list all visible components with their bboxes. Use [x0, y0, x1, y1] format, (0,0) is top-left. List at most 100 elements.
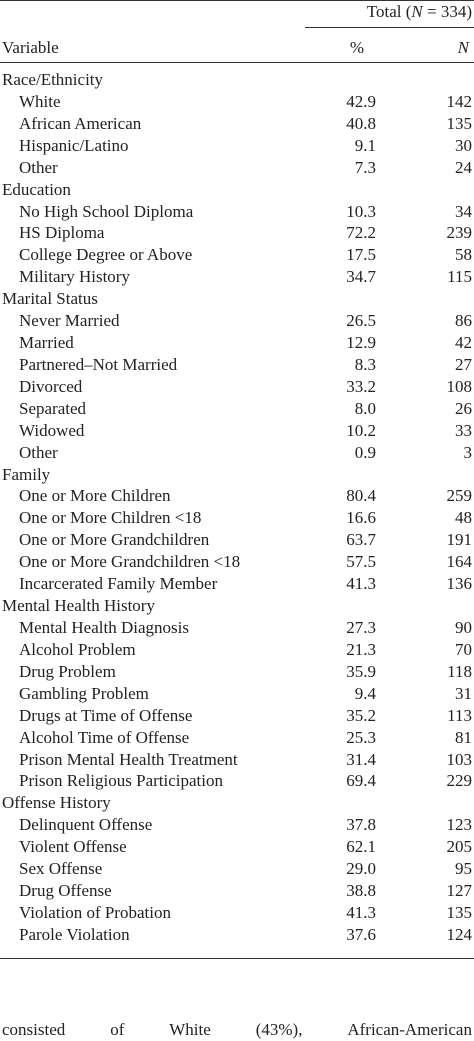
row-count: 86	[455, 311, 472, 331]
row-label: Never Married	[19, 311, 120, 331]
row-percent: 21.3	[346, 639, 376, 659]
row-label: HS Diploma	[19, 223, 105, 243]
row-count: 90	[455, 618, 472, 637]
row-label: One or More Grandchildren	[19, 530, 210, 550]
row-percent: 10.3	[346, 201, 376, 221]
row-count: 239	[446, 223, 473, 243]
row-label: Delinquent Offense	[19, 815, 153, 835]
row-label: Partnered–Not Married	[19, 354, 178, 374]
row-label: Incarcerated Family Member	[19, 574, 218, 594]
row-percent: 80.4	[346, 486, 376, 506]
row-percent: 9.1	[354, 135, 376, 155]
row-count: 70	[455, 639, 472, 659]
row-label: Drug Problem	[19, 661, 116, 681]
row-percent: 12.9	[346, 333, 376, 353]
row-percent: 37.8	[346, 815, 376, 835]
row-percent: 29.0	[346, 859, 376, 879]
group-label: Race/Ethnicity	[2, 70, 104, 89]
row-label: Violation of Probation	[19, 902, 171, 922]
row-count: 27	[455, 354, 472, 374]
row-percent: 41.3	[346, 902, 376, 922]
row-label: Widowed	[19, 420, 85, 440]
row-percent: 17.5	[346, 245, 376, 265]
n-header: N	[457, 38, 469, 57]
row-label: Divorced	[19, 376, 83, 396]
row-count: 42	[455, 333, 472, 353]
row-count: 164	[446, 552, 473, 572]
row-count: 124	[446, 924, 473, 944]
row-label: Hispanic/Latino	[19, 135, 129, 155]
word: White	[169, 1020, 211, 1039]
word: (43%),	[255, 1020, 303, 1039]
row-label: Gambling Problem	[19, 683, 149, 703]
row-label: No High School Diploma	[19, 201, 194, 221]
row-label: Alcohol Problem	[19, 639, 136, 659]
row-count: 135	[446, 902, 473, 922]
bottom-rule	[0, 958, 474, 959]
row-label: Alcohol Time of Offense	[19, 727, 190, 747]
row-count: 103	[446, 749, 473, 769]
row-percent: 72.2	[346, 223, 376, 243]
row-count: 95	[455, 859, 472, 879]
row-count: 127	[446, 881, 473, 901]
row-count: 135	[446, 113, 473, 133]
total-n: N	[411, 2, 423, 21]
row-percent: 41.3	[346, 574, 376, 594]
row-count: 34	[455, 201, 472, 221]
row-percent: 8.0	[354, 398, 376, 418]
row-label: One or More Children	[19, 486, 171, 506]
total-header: Total (N = 334)	[367, 1, 472, 23]
row-count: 118	[447, 661, 472, 681]
row-percent: 42.9	[346, 91, 376, 111]
row-percent: 37.6	[346, 924, 376, 944]
row-count: 81	[455, 727, 472, 747]
row-label: Other	[19, 157, 58, 177]
group-label: Marital Status	[2, 289, 98, 309]
header-rule	[305, 27, 474, 28]
row-percent: 0.9	[354, 442, 376, 462]
row-percent: 34.7	[346, 267, 376, 287]
row-label: Violent Offense	[19, 837, 127, 857]
row-percent: 10.2	[346, 420, 376, 440]
row-count: 123	[446, 815, 473, 835]
group-label: Mental Health History	[2, 596, 155, 616]
row-percent: 35.2	[346, 705, 376, 725]
row-percent: 57.5	[346, 552, 376, 572]
row-label: Drug Offense	[19, 881, 112, 901]
row-percent: 31.4	[346, 749, 376, 769]
word: of	[110, 1020, 125, 1039]
row-percent: 38.8	[346, 881, 376, 901]
row-count: 259	[446, 486, 473, 506]
row-count: 108	[446, 376, 473, 396]
word: consisted	[2, 1020, 66, 1039]
row-label: Parole Violation	[19, 924, 130, 944]
row-label: Prison Mental Health Treatment	[19, 749, 238, 769]
row-count: 205	[446, 837, 473, 857]
row-label: One or More Children <18	[19, 508, 202, 528]
group-label: Offense History	[2, 793, 111, 813]
row-percent: 33.2	[346, 376, 376, 396]
row-label: Drugs at Time of Offense	[19, 705, 193, 725]
row-count: 229	[446, 771, 473, 791]
top-rule	[0, 0, 474, 1]
row-percent: 40.8	[346, 113, 376, 133]
row-label: College Degree or Above	[19, 245, 193, 265]
row-percent: 16.6	[346, 508, 376, 528]
row-count: 113	[447, 705, 472, 725]
row-label: Military History	[19, 267, 130, 287]
row-percent: 25.3	[346, 727, 376, 747]
variable-header: Variable	[2, 38, 59, 57]
group-label: Family	[2, 464, 51, 484]
row-count: 24	[455, 157, 472, 177]
row-count: 136	[446, 574, 473, 594]
row-count: 142	[446, 91, 473, 111]
row-percent: 9.4	[354, 683, 376, 703]
body-text: consisted of White (43%), African-American	[2, 1019, 472, 1041]
row-count: 115	[447, 267, 472, 287]
row-label: Mental Health Diagnosis	[19, 618, 189, 637]
row-percent: 35.9	[346, 661, 376, 681]
row-count: 30	[455, 135, 472, 155]
row-percent: 62.1	[346, 837, 376, 857]
row-percent: 27.3	[346, 618, 376, 637]
